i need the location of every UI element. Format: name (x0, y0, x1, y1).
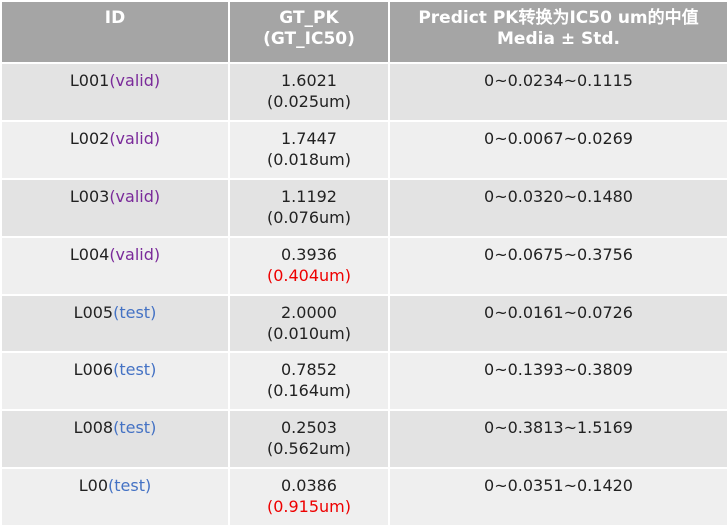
split-tag: (test) (113, 418, 157, 438)
prediction-cell: 0~0.0351~0.1420 (388, 467, 727, 527)
gt-value: 0.0386 (281, 476, 337, 496)
compound-id: L00 (78, 476, 109, 496)
id-cell: L008(test) (0, 409, 230, 470)
split-tag: (test) (108, 476, 152, 496)
table-row: L001(valid) 1.6021 (0.025um) 0~0.0234~0.1… (0, 62, 727, 122)
id-cell: L002(valid) (0, 119, 230, 180)
split-tag: (valid) (109, 244, 161, 264)
prediction-value: 0~0.0161~0.0726 (484, 302, 633, 322)
id-cell: L005(test) (0, 293, 230, 354)
id-header: ID (0, 0, 230, 64)
prediction-cell: 0~0.0675~0.3756 (388, 235, 727, 296)
prediction-cell: 0~0.0161~0.0726 (388, 293, 727, 354)
gt-value: 0.3936 (281, 244, 337, 264)
prediction-value: 0~0.0067~0.0269 (484, 128, 633, 148)
split-tag: (valid) (109, 186, 161, 206)
prediction-cell: 0~0.0067~0.0269 (388, 119, 727, 180)
ic50-value: (0.010um) (266, 323, 351, 343)
compound-id: L003 (69, 186, 110, 206)
prediction-value: 0~0.0234~0.1115 (484, 71, 633, 90)
table-row: L003(valid) 1.1192 (0.076um) 0~0.0320~0.1… (0, 177, 727, 238)
prediction-value: 0~0.3813~1.5169 (484, 418, 633, 438)
ic50-value-highlighted: (0.404um) (266, 265, 351, 285)
compound-id: L004 (69, 244, 110, 264)
id-header-label: ID (104, 8, 126, 28)
table-row: L008(test) 0.2503 (0.562um) 0~0.3813~1.51… (0, 409, 727, 470)
header-row: ID GT_PK (GT_IC50) Predict PK转换为IC50 um的… (0, 0, 727, 64)
id-cell: L00(test) (0, 467, 230, 527)
gt-cell: 0.3936 (0.404um) (228, 235, 390, 296)
prediction-header-line2: Media ± Std. (497, 29, 620, 49)
prediction-cell: 0~0.1393~0.3809 (388, 351, 727, 412)
ic50-value: (0.018um) (266, 149, 351, 169)
ic50-value: (0.076um) (266, 207, 351, 227)
gt-cell: 1.1192 (0.076um) (228, 177, 390, 238)
prediction-cell: 0~0.0320~0.1480 (388, 177, 727, 238)
prediction-value: 0~0.0675~0.3756 (484, 244, 633, 264)
gt-cell: 0.7852 (0.164um) (228, 351, 390, 412)
prediction-header: Predict PK转换为IC50 um的中值 Media ± Std. (388, 0, 727, 64)
split-tag: (test) (113, 360, 157, 380)
compound-id: L001 (69, 71, 110, 90)
ic50-value: (0.562um) (266, 439, 351, 459)
table-row: L002(valid) 1.7447 (0.018um) 0~0.0067~0.0… (0, 119, 727, 180)
compound-id: L008 (73, 418, 114, 438)
gt-cell: 1.6021 (0.025um) (228, 62, 390, 122)
compound-id: L005 (73, 302, 114, 322)
prediction-cell: 0~0.3813~1.5169 (388, 409, 727, 470)
gt-cell: 0.2503 (0.562um) (228, 409, 390, 470)
prediction-value: 0~0.0351~0.1420 (484, 476, 633, 496)
prediction-value: 0~0.1393~0.3809 (484, 360, 633, 380)
gt-header: GT_PK (GT_IC50) (228, 0, 390, 64)
compound-id: L006 (73, 360, 114, 380)
prediction-value: 0~0.0320~0.1480 (484, 186, 633, 206)
gt-header-line2: (GT_IC50) (263, 29, 355, 49)
gt-value: 1.7447 (281, 128, 337, 148)
table-row: L006(test) 0.7852 (0.164um) 0~0.1393~0.38… (0, 351, 727, 412)
gt-cell: 1.7447 (0.018um) (228, 119, 390, 180)
split-tag: (valid) (109, 128, 161, 148)
ic50-value-highlighted: (0.915um) (266, 497, 351, 517)
table-row: L004(valid) 0.3936 (0.404um) 0~0.0675~0.3… (0, 235, 727, 296)
prediction-cell: 0~0.0234~0.1115 (388, 62, 727, 122)
gt-cell: 2.0000 (0.010um) (228, 293, 390, 354)
split-tag: (test) (113, 302, 157, 322)
table-row: L005(test) 2.0000 (0.010um) 0~0.0161~0.07… (0, 293, 727, 354)
id-cell: L004(valid) (0, 235, 230, 296)
prediction-header-line1: Predict PK转换为IC50 um的中值 (418, 8, 699, 28)
gt-value: 2.0000 (281, 302, 337, 322)
compound-id: L002 (69, 128, 110, 148)
ic50-value: (0.025um) (266, 92, 351, 111)
table-row: L00(test) 0.0386 (0.915um) 0~0.0351~0.142… (0, 467, 727, 527)
gt-value: 0.7852 (281, 360, 337, 380)
gt-value: 1.6021 (281, 71, 337, 90)
ic50-value: (0.164um) (266, 381, 351, 401)
split-tag: (valid) (109, 71, 161, 90)
id-cell: L003(valid) (0, 177, 230, 238)
gt-cell: 0.0386 (0.915um) (228, 467, 390, 527)
gt-value: 0.2503 (281, 418, 337, 438)
gt-value: 1.1192 (281, 186, 337, 206)
gt-header-line1: GT_PK (279, 8, 339, 28)
id-cell: L006(test) (0, 351, 230, 412)
id-cell: L001(valid) (0, 62, 230, 122)
